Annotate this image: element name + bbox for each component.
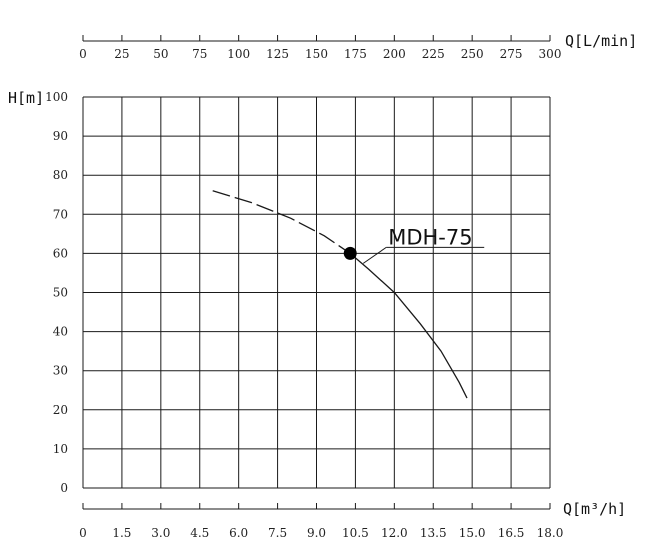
top-tick-label: 200 — [383, 47, 406, 61]
bottom-tick-label: 4.5 — [190, 526, 209, 540]
bottom-tick-label: 6.0 — [229, 526, 248, 540]
bottom-tick-label: 0 — [79, 526, 87, 540]
y-tick-label: 20 — [53, 403, 68, 417]
operating-point-marker — [343, 246, 357, 260]
top-tick-label: 275 — [500, 47, 523, 61]
bottom-tick-label: 12.0 — [381, 526, 408, 540]
curve-solid-segment — [349, 252, 468, 399]
top-tick-label: 75 — [192, 47, 207, 61]
curve-dashed-segment — [212, 190, 351, 254]
bottom-axis: 0 1.5 3.0 4.5 6.0 7.5 9.0 10.5 12.0 13.5 15.0 16.5 1… — [79, 503, 563, 540]
bottom-tick-label: 13.5 — [420, 526, 447, 540]
bottom-tick-label: 18.0 — [537, 526, 564, 540]
bottom-tick-label: 9.0 — [307, 526, 326, 540]
y-tick-label: 70 — [53, 207, 68, 221]
y-tick-label: 0 — [60, 481, 68, 495]
y-tick-label: 50 — [53, 286, 68, 300]
top-axis: 0 25 50 75 100 125 150 175 200 225 250 275 300 — [79, 35, 561, 61]
top-tick-label: 300 — [539, 47, 562, 61]
top-tick-label: 50 — [153, 47, 168, 61]
bottom-tick-label: 15.0 — [459, 526, 486, 540]
bottom-tick-label: 7.5 — [268, 526, 287, 540]
y-tick-label: 100 — [45, 90, 68, 104]
bottom-tick-label: 10.5 — [342, 526, 369, 540]
top-tick-label: 250 — [461, 47, 484, 61]
top-tick-label: 225 — [422, 47, 445, 61]
top-tick-label: 0 — [79, 47, 87, 61]
y-tick-label: 40 — [53, 325, 68, 339]
label-leader-line — [362, 246, 387, 264]
chart-grid — [82, 96, 551, 489]
curve-label-mdh-75: MDH-75 — [388, 225, 472, 249]
pump-curve — [212, 190, 485, 399]
bottom-tick-label: 16.5 — [498, 526, 525, 540]
bottom-axis-unit-label: Q[m³/h] — [563, 500, 626, 518]
y-tick-label: 30 — [53, 364, 68, 378]
bottom-tick-label: 3.0 — [151, 526, 170, 540]
y-tick-label: 10 — [53, 442, 68, 456]
y-axis-unit-label: H[m] — [8, 89, 44, 107]
bottom-tick-label: 1.5 — [112, 526, 131, 540]
y-tick-label: 80 — [53, 168, 68, 182]
top-tick-label: 175 — [344, 47, 367, 61]
y-tick-label: 60 — [53, 246, 68, 260]
top-tick-label: 100 — [227, 47, 250, 61]
y-axis: 0 10 20 30 40 50 60 70 80 90 100 — [45, 90, 68, 495]
top-tick-label: 25 — [114, 47, 129, 61]
top-tick-label: 125 — [266, 47, 289, 61]
y-tick-label: 90 — [53, 129, 68, 143]
top-axis-unit-label: Q[L/min] — [565, 32, 637, 50]
top-tick-label: 150 — [305, 47, 328, 61]
